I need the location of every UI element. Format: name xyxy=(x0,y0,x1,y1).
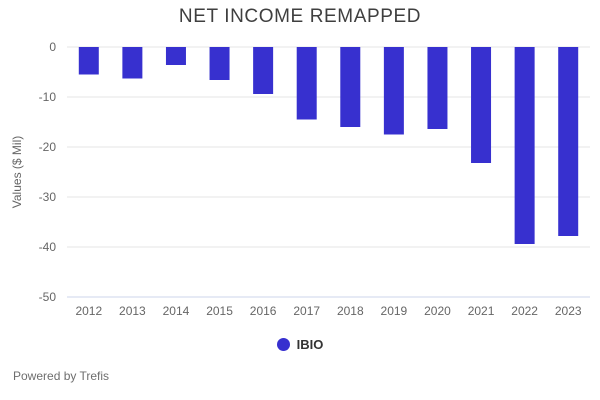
x-tick-label: 2014 xyxy=(163,304,190,318)
y-tick-label: -20 xyxy=(39,140,57,154)
bar-2013[interactable] xyxy=(122,47,143,79)
bar-2015[interactable] xyxy=(209,47,230,80)
y-tick-label: -50 xyxy=(39,290,57,304)
x-tick-label: 2016 xyxy=(250,304,277,318)
y-tick-label: -30 xyxy=(39,190,57,204)
bar-2019[interactable] xyxy=(383,47,404,135)
bar-2012[interactable] xyxy=(78,47,99,75)
bar-2018[interactable] xyxy=(340,47,361,127)
x-tick-label: 2023 xyxy=(555,304,582,318)
legend-label: IBIO xyxy=(296,336,324,352)
legend-marker-icon xyxy=(276,337,290,351)
y-tick-label: -40 xyxy=(39,240,57,254)
x-tick-label: 2020 xyxy=(424,304,451,318)
bar-2020[interactable] xyxy=(427,47,448,129)
x-tick-label: 2012 xyxy=(75,304,102,318)
chart-title: NET INCOME REMAPPED xyxy=(178,6,422,27)
bar-2017[interactable] xyxy=(296,47,317,120)
x-tick-label: 2017 xyxy=(293,304,320,318)
bar-2021[interactable] xyxy=(471,47,492,163)
y-axis-title: Values ($ Mil) xyxy=(10,136,24,208)
powered-by-trefis: Powered by Trefis xyxy=(13,369,110,383)
bar-2023[interactable] xyxy=(558,47,579,236)
bar-2014[interactable] xyxy=(165,47,186,65)
y-tick-label: 0 xyxy=(49,40,56,54)
bar-2016[interactable] xyxy=(253,47,274,94)
x-tick-label: 2018 xyxy=(337,304,364,318)
plot-area: 0 -10 -20 -30 -40 -50 Values ($ Mil) 2012 2013 20… xyxy=(10,40,590,318)
x-tick-label: 2021 xyxy=(468,304,495,318)
x-tick-label: 2019 xyxy=(381,304,408,318)
x-tick-label: 2015 xyxy=(206,304,233,318)
legend-item-ibio[interactable]: IBIO xyxy=(0,334,600,354)
x-tick-label: 2013 xyxy=(119,304,146,318)
y-tick-label: -10 xyxy=(39,90,57,104)
x-tick-label: 2022 xyxy=(511,304,538,318)
bar-2022[interactable] xyxy=(514,47,535,244)
